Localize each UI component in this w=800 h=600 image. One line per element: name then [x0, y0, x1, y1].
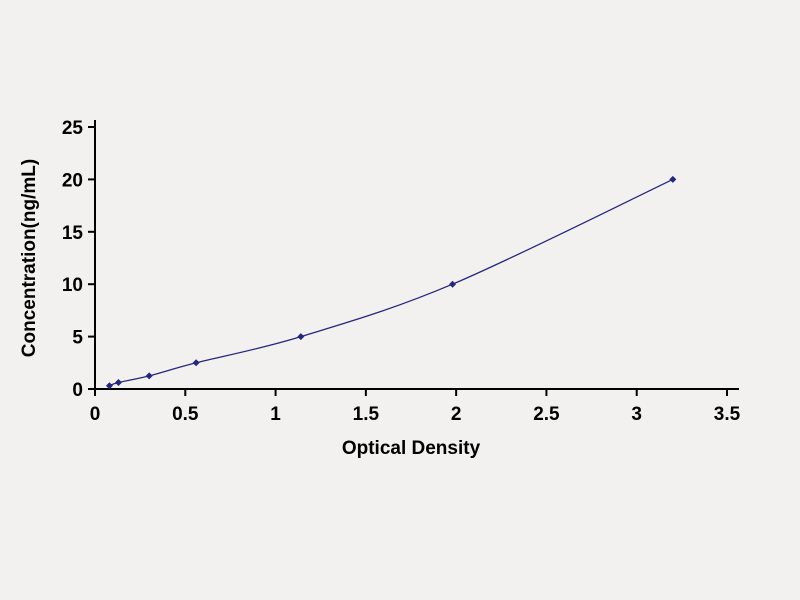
x-axis-label: Optical Density: [341, 438, 481, 459]
svg-text:1: 1: [270, 404, 281, 425]
svg-text:25: 25: [62, 118, 84, 139]
svg-text:3.5: 3.5: [714, 404, 741, 425]
svg-text:0: 0: [72, 380, 83, 401]
svg-text:20: 20: [62, 170, 83, 191]
svg-text:0.5: 0.5: [172, 404, 199, 425]
y-axis-label: Concentration(ng/mL): [19, 158, 40, 358]
svg-text:2: 2: [451, 404, 462, 425]
svg-text:0: 0: [90, 404, 101, 425]
svg-text:2.5: 2.5: [533, 404, 560, 425]
svg-text:15: 15: [62, 223, 84, 244]
svg-text:1.5: 1.5: [353, 404, 380, 425]
svg-text:5: 5: [72, 328, 83, 349]
svg-text:3: 3: [631, 404, 642, 425]
svg-text:10: 10: [62, 275, 83, 296]
